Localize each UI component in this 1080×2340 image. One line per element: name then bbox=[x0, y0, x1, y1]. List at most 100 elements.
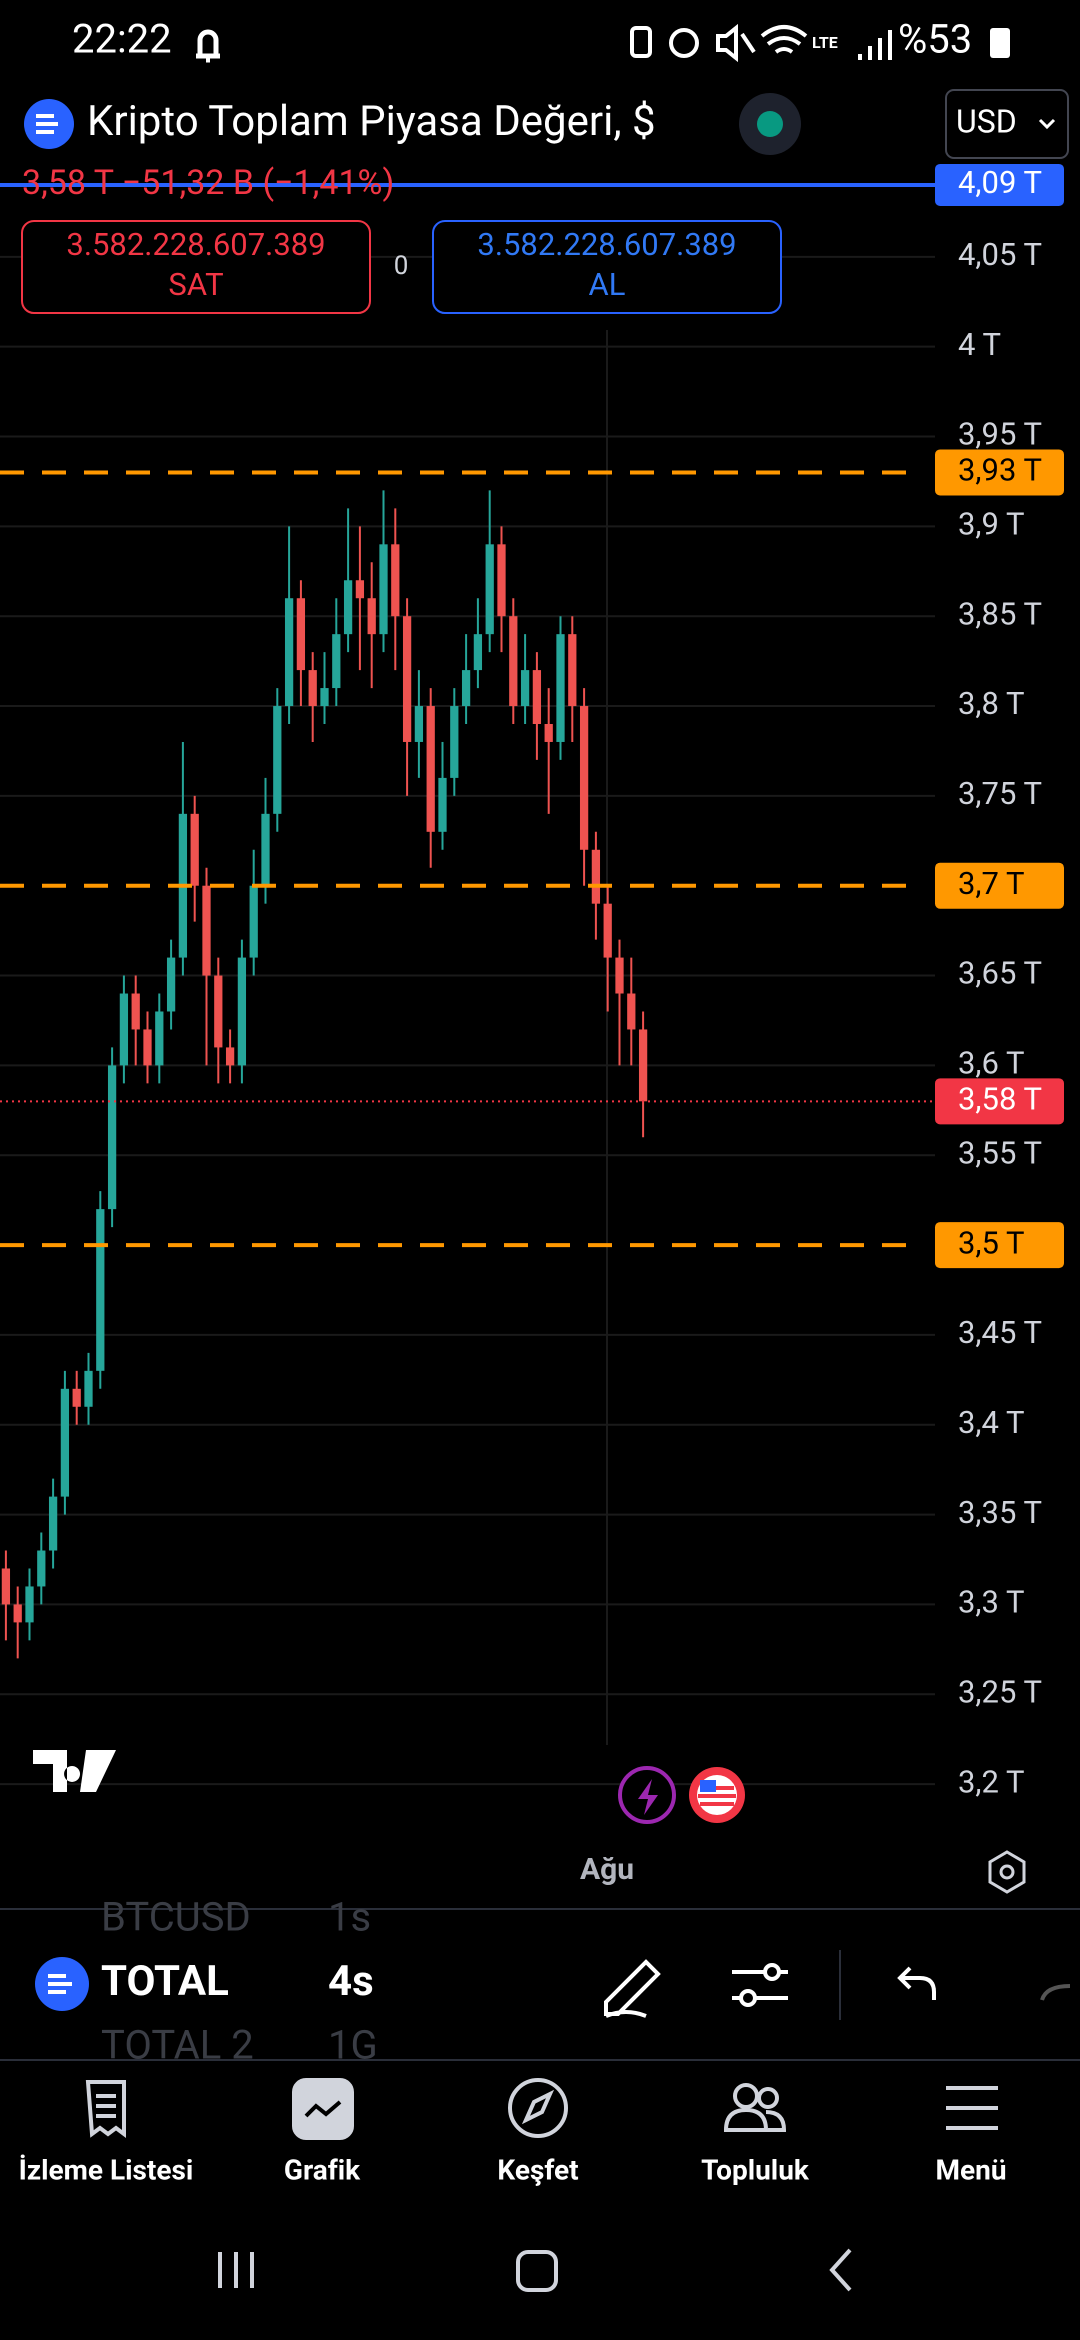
y-tick-label: 3,65 T bbox=[958, 955, 1042, 992]
candle-body bbox=[107, 1065, 117, 1210]
nav-label[interactable]: Grafik bbox=[284, 2153, 361, 2186]
symbol[interactable]: TOTAL bbox=[101, 1957, 229, 2006]
candle-body bbox=[60, 1388, 70, 1497]
candle-body bbox=[284, 598, 294, 707]
prev-interval[interactable]: 1s bbox=[328, 1894, 371, 1941]
quote-change: 3,58 T −51,32 B (−1,41%) bbox=[22, 163, 394, 203]
nav-label[interactable]: Topluluk bbox=[701, 2153, 810, 2186]
candle-body bbox=[355, 580, 365, 599]
nav-icons bbox=[85, 2078, 998, 2140]
candle-body bbox=[166, 957, 176, 1012]
y-tick-label: 3,25 T bbox=[958, 1673, 1042, 1710]
y-tick-label: 3,45 T bbox=[958, 1314, 1042, 1351]
nav-label[interactable]: İzleme Listesi bbox=[19, 2153, 194, 2186]
high-badge bbox=[935, 163, 1064, 206]
logo-glyph bbox=[36, 114, 58, 134]
nav-label[interactable]: Menü bbox=[935, 2153, 1006, 2186]
candle-body bbox=[37, 1550, 46, 1587]
y-tick-label: 4,05 T bbox=[958, 236, 1042, 273]
settings-icon[interactable] bbox=[988, 1850, 1026, 1894]
y-tick-label: 3,3 T bbox=[958, 1584, 1025, 1621]
interval[interactable]: 4s bbox=[328, 1957, 374, 2006]
candle-body bbox=[615, 957, 624, 994]
home-button[interactable] bbox=[516, 2250, 558, 2292]
battery-text: %53 bbox=[898, 16, 972, 63]
candle-body bbox=[426, 706, 435, 832]
candle-body bbox=[438, 777, 447, 832]
candle-body bbox=[391, 544, 400, 617]
symbol-title[interactable]: Kripto Toplam Piyasa Değeri, $ bbox=[87, 97, 656, 146]
buy-price: 3.582.228.607.389 bbox=[477, 226, 736, 263]
next-symbol[interactable]: TOTAL 2 bbox=[101, 2022, 254, 2069]
candle-body bbox=[414, 706, 424, 742]
candle-body bbox=[591, 849, 601, 904]
candle-body bbox=[544, 724, 553, 742]
y-tick-label: 3,4 T bbox=[958, 1404, 1025, 1441]
next-interval[interactable]: 1G bbox=[328, 2022, 378, 2069]
y-tick-label: 3,35 T bbox=[958, 1494, 1042, 1531]
y-tick-label: 3,95 T bbox=[958, 416, 1042, 453]
indicators-icon[interactable] bbox=[732, 1963, 788, 2007]
high-label: 4,09 T bbox=[958, 164, 1042, 201]
candle-body bbox=[485, 544, 494, 635]
y-tick-label: 3,6 T bbox=[958, 1045, 1025, 1082]
y-tick-label: 3,8 T bbox=[958, 685, 1025, 722]
level-label: 3,7 T bbox=[958, 865, 1025, 902]
lte-icon: LTE bbox=[812, 33, 838, 52]
candle-body bbox=[249, 885, 258, 958]
candle-body bbox=[497, 544, 506, 617]
level-badge bbox=[935, 1222, 1064, 1269]
currency-text: USD bbox=[956, 102, 1017, 140]
candle-body bbox=[379, 544, 388, 635]
back-button[interactable] bbox=[829, 2248, 852, 2292]
buy-label: AL bbox=[589, 266, 626, 303]
battery-icon bbox=[990, 28, 1010, 58]
prev-symbol[interactable]: BTCUSD bbox=[101, 1894, 251, 1941]
price-label: 3,58 T bbox=[958, 1081, 1042, 1118]
candle-body bbox=[84, 1370, 93, 1407]
buy-button[interactable] bbox=[432, 220, 782, 314]
settings-dot bbox=[999, 1864, 1015, 1880]
candle-body bbox=[556, 634, 565, 742]
tv-logo[interactable] bbox=[33, 1750, 116, 1792]
nav-label[interactable]: Keşfet bbox=[497, 2153, 578, 2186]
candle-body bbox=[627, 993, 636, 1030]
candle-body bbox=[25, 1586, 34, 1623]
candle-body bbox=[343, 580, 353, 635]
candle-body bbox=[72, 1388, 81, 1407]
candle-body bbox=[532, 670, 542, 724]
chart[interactable]: Ağu 4,05 T 4 T 3,95 T 3,9 T 3,85 T 3,8 T 3,75 T… bbox=[0, 163, 1064, 1887]
sell-button[interactable] bbox=[21, 220, 371, 314]
level-badge bbox=[935, 449, 1064, 496]
candle-body bbox=[119, 993, 129, 1066]
redo-icon[interactable] bbox=[1040, 1984, 1071, 2001]
candle-body bbox=[509, 616, 518, 707]
candle-body bbox=[461, 670, 471, 707]
candle-body bbox=[48, 1496, 58, 1551]
candle-body bbox=[603, 903, 612, 958]
y-tick-label: 3,75 T bbox=[958, 775, 1042, 812]
y-tick-label: 3,9 T bbox=[958, 506, 1025, 543]
recents-button[interactable] bbox=[218, 2252, 254, 2288]
undo-icon[interactable] bbox=[897, 1966, 936, 2000]
candle-body bbox=[273, 706, 282, 814]
draw-icon[interactable] bbox=[604, 1959, 661, 2018]
dropdown-caret bbox=[1038, 118, 1056, 130]
candle-body bbox=[225, 1047, 235, 1066]
y-tick-label: 3,55 T bbox=[958, 1134, 1042, 1171]
spread: 0 bbox=[394, 251, 409, 281]
y-tick-label: 4 T bbox=[958, 326, 1001, 363]
currency-select[interactable] bbox=[945, 89, 1069, 159]
candle-body bbox=[450, 706, 459, 778]
market-status-dot bbox=[757, 111, 783, 137]
level-label: 3,93 T bbox=[958, 452, 1042, 489]
candle-body bbox=[237, 957, 247, 1066]
candle-body bbox=[202, 885, 211, 976]
candle-body bbox=[320, 688, 329, 707]
candle-body bbox=[96, 1209, 105, 1371]
candle-body bbox=[473, 634, 483, 671]
level-label: 3,5 T bbox=[958, 1224, 1025, 1261]
